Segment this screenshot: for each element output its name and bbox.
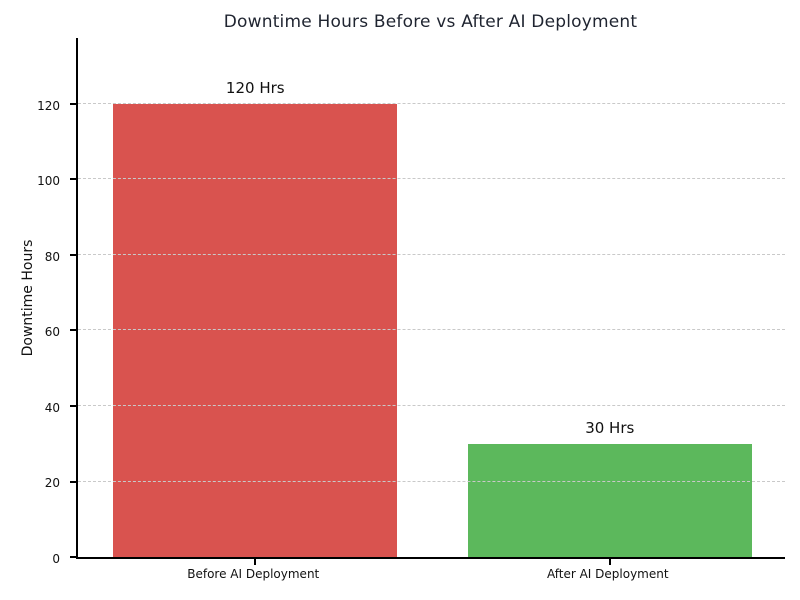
gridline-y100 (78, 178, 785, 180)
y-tick-mark (70, 405, 76, 407)
y-tick-label: 120 (37, 98, 60, 113)
gridline-y80 (78, 253, 785, 255)
y-tick-label: 60 (44, 325, 60, 340)
bar-before-ai (113, 103, 398, 557)
y-tick-label: 20 (44, 476, 60, 491)
x-tick-mark (254, 559, 257, 565)
y-tick-mark (70, 556, 76, 558)
x-tick-mark (608, 559, 611, 565)
gridline-y120 (78, 102, 785, 104)
x-tick-label: Before AI Deployment (187, 567, 320, 581)
plot-area: 120 Hrs 30 Hrs (70, 38, 785, 565)
y-tick-label: 100 (37, 174, 60, 189)
bar-value-label: 120 Hrs (225, 78, 285, 97)
gridline-y60 (78, 329, 785, 331)
y-tick-label: 40 (44, 400, 60, 415)
y-tick-mark (70, 480, 76, 483)
y-tick-mark (70, 178, 76, 181)
bar-value-label: 30 Hrs (585, 418, 635, 437)
x-tick-label: After AI Deployment (546, 567, 669, 581)
y-tick-label: 80 (44, 249, 60, 264)
gridline-y20 (78, 480, 785, 482)
chart-title: Downtime Hours Before vs After AI Deploy… (223, 12, 638, 32)
y-tick-label: 0 (52, 552, 60, 566)
bar-after-ai (467, 443, 752, 557)
y-axis-tick-labels: 0 20 40 60 80 100 120 (0, 38, 70, 566)
y-tick-mark (70, 329, 76, 332)
y-tick-mark (70, 253, 76, 256)
gridline-y40 (78, 405, 785, 406)
y-tick-mark (70, 102, 76, 105)
